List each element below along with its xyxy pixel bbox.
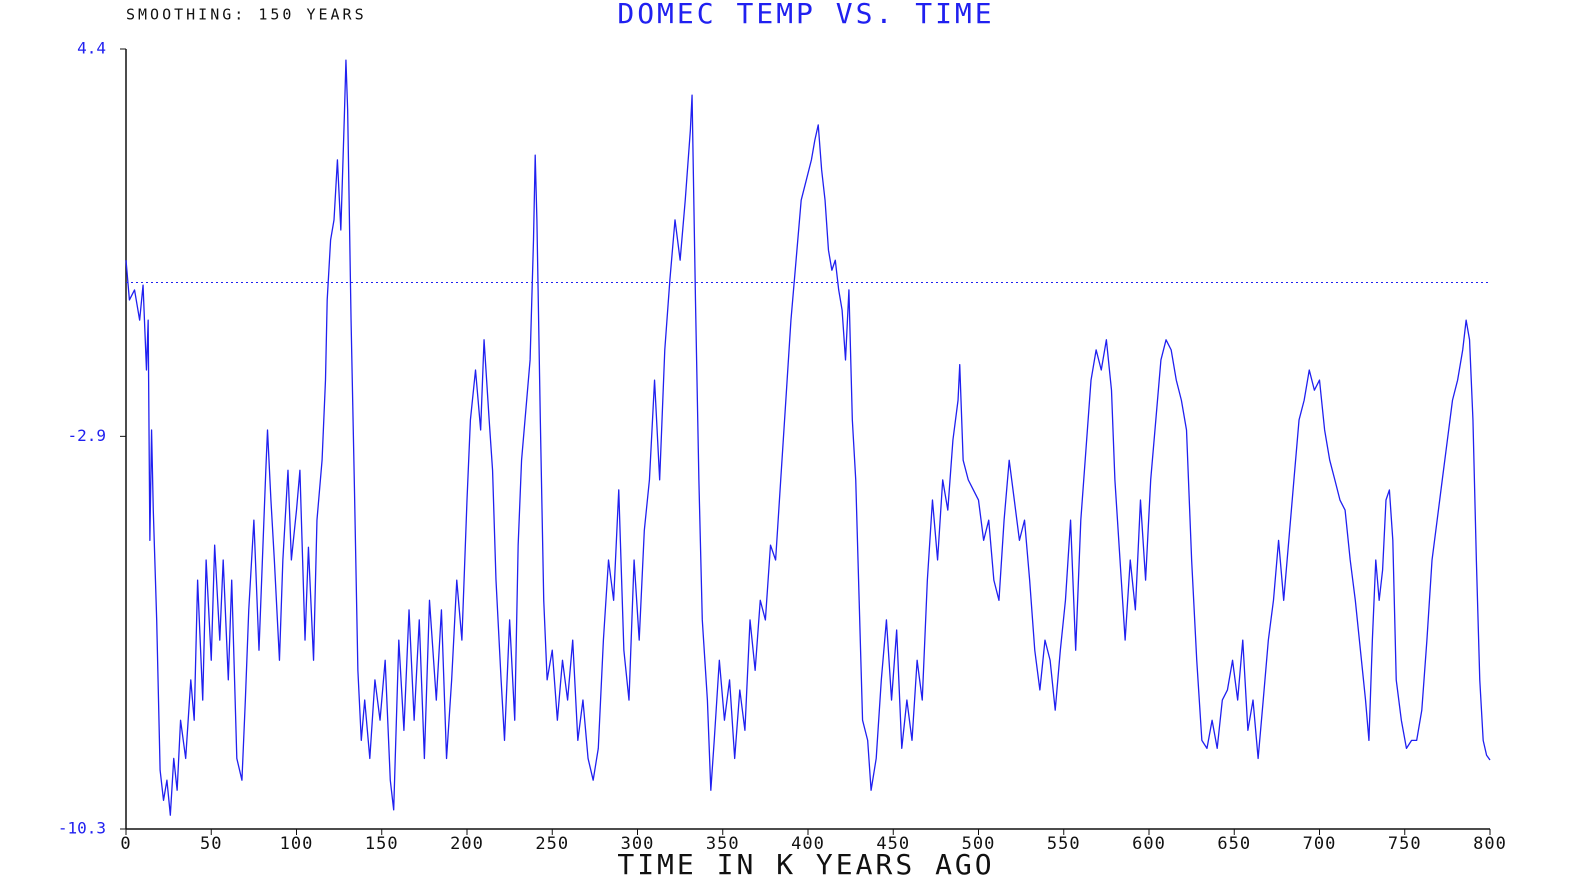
y-tick-label: 4.4 (77, 39, 106, 58)
x-axis-label: TIME IN K YEARS AGO (617, 848, 994, 881)
chart-title: DOMEC TEMP VS. TIME (617, 0, 994, 30)
x-tick-label: 600 (1132, 834, 1166, 854)
x-tick-label: 250 (535, 834, 569, 854)
x-tick-label: 50 (200, 834, 222, 854)
x-tick-label: 300 (621, 834, 655, 854)
x-tick-label: 450 (876, 834, 910, 854)
x-tick-label: 200 (450, 834, 484, 854)
x-tick-label: 700 (1303, 834, 1337, 854)
x-tick-label: 550 (1047, 834, 1081, 854)
chart-subtitle: SMOOTHING: 150 YEARS (126, 6, 367, 24)
x-tick-label: 500 (962, 834, 996, 854)
x-tick-label: 100 (280, 834, 314, 854)
x-tick-label: 400 (791, 834, 825, 854)
x-tick-label: 350 (706, 834, 740, 854)
x-tick-label: 800 (1473, 834, 1507, 854)
x-tick-label: 150 (365, 834, 399, 854)
x-tick-label: 750 (1388, 834, 1422, 854)
y-tick-label: -2.9 (67, 426, 106, 445)
x-tick-label: 0 (120, 834, 131, 854)
x-tick-label: 650 (1217, 834, 1251, 854)
y-tick-label: -10.3 (58, 819, 106, 838)
temperature-line (125, 59, 1491, 816)
